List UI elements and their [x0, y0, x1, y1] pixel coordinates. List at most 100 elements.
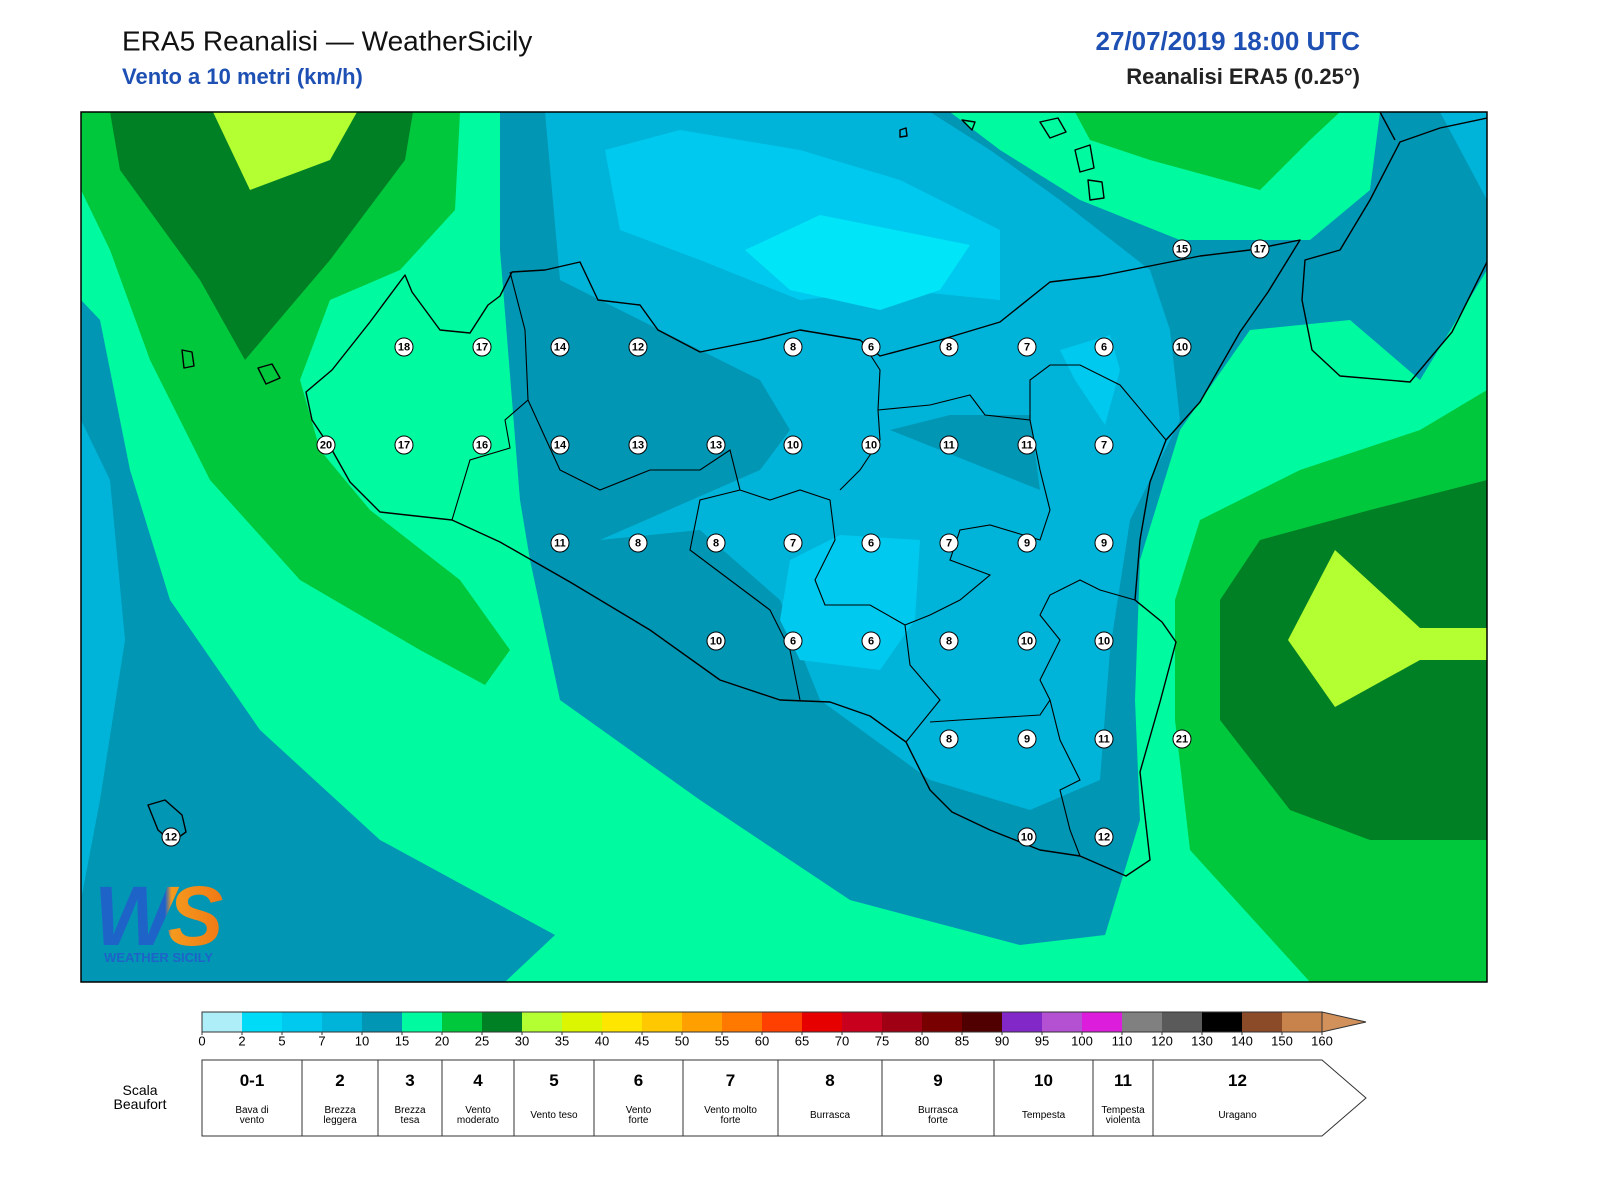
coastline-sicily — [305, 239, 1301, 877]
station-value: 16 — [476, 440, 488, 452]
station-value: 7 — [946, 538, 952, 550]
station-values: 15 17 18 17 14 12 8 6 8 7 6 10 20 17 16 14 13 13 10 10 11 11 7… — [161, 239, 1270, 847]
beaufort-label: Scala Beaufort — [113, 1082, 167, 1112]
island — [1087, 179, 1105, 201]
station-value: 8 — [946, 342, 952, 354]
station-marker — [1172, 239, 1192, 259]
station-marker — [783, 337, 803, 357]
colorbar-tick-label: 20 — [435, 1033, 449, 1048]
province-border — [904, 419, 1051, 626]
field-2-5 — [745, 215, 970, 310]
station-value: 10 — [1098, 636, 1110, 648]
province-border — [877, 364, 1167, 441]
colorbar-tick-label: 160 — [1311, 1033, 1333, 1048]
beaufort-force: 5 — [549, 1071, 559, 1090]
colorbar-tick-label: 95 — [1035, 1033, 1049, 1048]
colorbar-swatch — [1282, 1012, 1322, 1032]
beaufort-force: 9 — [933, 1071, 943, 1090]
field-7-10 — [1440, 112, 1487, 200]
colorbar-tick-label: 90 — [995, 1033, 1009, 1048]
station-marker — [628, 337, 648, 357]
colorbar-swatch — [682, 1012, 722, 1032]
colorbar-tick-label: 25 — [475, 1033, 489, 1048]
beaufort-force: 3 — [405, 1071, 415, 1090]
beaufort-name: Vento teso — [530, 1110, 578, 1121]
island — [1074, 144, 1095, 173]
field-10-15 — [890, 415, 1040, 490]
field-7-10 — [81, 420, 125, 900]
station-value: 10 — [1176, 342, 1188, 354]
colorbar-tick-label: 150 — [1271, 1033, 1293, 1048]
station-marker — [706, 435, 726, 455]
station-value: 10 — [1021, 832, 1033, 844]
station-value: 12 — [632, 342, 644, 354]
island — [181, 349, 195, 369]
colorbar-swatch — [442, 1012, 482, 1032]
beaufort-force: 12 — [1228, 1071, 1247, 1090]
title: ERA5 Reanalisi — WeatherSicily — [122, 25, 532, 56]
colorbar-swatch — [522, 1012, 562, 1032]
station-value: 15 — [1176, 244, 1188, 256]
colorbar-tick-label: 0 — [198, 1033, 205, 1048]
station-marker — [394, 337, 414, 357]
colorbar-tick-label: 140 — [1231, 1033, 1253, 1048]
station-marker — [861, 533, 881, 553]
station-value: 17 — [476, 342, 488, 354]
colorbar-tick-label: 70 — [835, 1033, 849, 1048]
station-value: 9 — [1101, 538, 1107, 550]
datetime: 27/07/2019 18:00 UTC — [1095, 26, 1360, 56]
station-value: 11 — [1098, 734, 1110, 746]
colorbar-tick-label: 7 — [318, 1033, 325, 1048]
station-value: 6 — [868, 636, 874, 648]
colorbar-tick-label: 85 — [955, 1033, 969, 1048]
beaufort-name: Uragano — [1218, 1110, 1257, 1121]
colorbar-tick-label: 75 — [875, 1033, 889, 1048]
colorbar-swatch — [762, 1012, 802, 1032]
colorbar-swatch — [242, 1012, 282, 1032]
beaufort-name: Vento moderato — [456, 1105, 500, 1126]
province-border — [839, 341, 881, 491]
beaufort-name: Burrasca forte — [917, 1105, 958, 1126]
station-marker — [1017, 827, 1037, 847]
province-border — [1049, 699, 1081, 857]
station-value: 20 — [320, 440, 332, 452]
colorbar-swatch — [1242, 1012, 1282, 1032]
station-marker — [861, 631, 881, 651]
colorbar-tick-label: 80 — [915, 1033, 929, 1048]
field-30-35 — [213, 112, 357, 190]
province-border — [739, 489, 941, 743]
station-marker — [939, 337, 959, 357]
station-marker — [861, 337, 881, 357]
station-value: 7 — [1101, 440, 1107, 452]
station-marker — [939, 435, 959, 455]
station-value: 11 — [554, 538, 566, 550]
colorbar-tick-label: 45 — [635, 1033, 649, 1048]
station-marker — [394, 435, 414, 455]
station-value: 8 — [713, 538, 719, 550]
station-marker — [783, 631, 803, 651]
beaufort-force: 8 — [825, 1071, 835, 1090]
colorbar-swatch — [602, 1012, 642, 1032]
colorbar-tick-label: 30 — [515, 1033, 529, 1048]
station-value: 11 — [1021, 440, 1033, 452]
station-marker — [861, 435, 881, 455]
station-value: 9 — [1024, 538, 1030, 550]
island — [147, 799, 187, 843]
province-border — [929, 579, 1136, 723]
colorbar-swatch — [802, 1012, 842, 1032]
station-value: 8 — [946, 734, 952, 746]
station-value: 6 — [790, 636, 796, 648]
field-5-7 — [780, 535, 920, 670]
station-value: 9 — [1024, 734, 1030, 746]
station-value: 6 — [868, 342, 874, 354]
colorbar-swatch — [1162, 1012, 1202, 1032]
colorbar-swatch — [562, 1012, 602, 1032]
station-marker — [550, 533, 570, 553]
island — [899, 127, 908, 138]
logo-mark: WS — [94, 869, 223, 963]
station-marker — [1094, 827, 1114, 847]
map-frame — [80, 111, 1488, 983]
station-value: 7 — [1024, 342, 1030, 354]
beaufort-force: 4 — [473, 1071, 483, 1090]
